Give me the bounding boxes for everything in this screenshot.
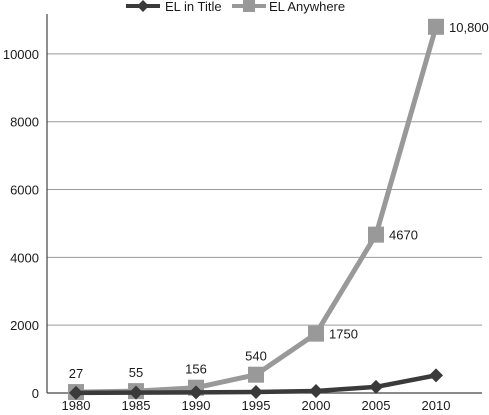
x-tick-label: 1980 bbox=[62, 398, 91, 413]
axes: 0 2000 4000 6000 8000 10000 1980 1985 1990 1995 20… bbox=[3, 14, 482, 413]
series-line-el-anywhere bbox=[75, 26, 439, 395]
x-tick-label: 2010 bbox=[422, 398, 451, 413]
x-tick-label: 1990 bbox=[182, 398, 211, 413]
data-labels: 27 55 156 540 1750 4670 10,800 bbox=[69, 20, 489, 381]
y-tick-label: 6000 bbox=[10, 183, 39, 198]
y-tick-label: 8000 bbox=[10, 115, 39, 130]
el-anywhere-marker bbox=[248, 366, 264, 383]
el-anywhere-marker bbox=[308, 325, 324, 342]
x-tick-label: 2000 bbox=[302, 398, 331, 413]
legend-label: EL Anywhere bbox=[269, 0, 345, 14]
el-anywhere-marker bbox=[428, 18, 444, 35]
el-in-title-marker bbox=[309, 383, 323, 398]
y-tick-label: 2000 bbox=[10, 318, 39, 333]
x-tick-label: 1995 bbox=[242, 398, 271, 413]
legend-diamond-icon bbox=[137, 0, 149, 12]
data-label: 540 bbox=[245, 349, 267, 364]
el-in-title-marker bbox=[369, 379, 383, 394]
el-in-title-marker bbox=[129, 385, 143, 400]
el-in-title-marker bbox=[429, 368, 443, 383]
el-in-title-marker bbox=[69, 385, 83, 400]
data-label: 10,800 bbox=[449, 20, 489, 35]
el-anywhere-marker bbox=[368, 226, 384, 243]
el-in-title-marker bbox=[189, 385, 203, 400]
data-label: 55 bbox=[129, 365, 143, 380]
y-tick-label: 4000 bbox=[10, 250, 39, 265]
data-label: 1750 bbox=[329, 327, 358, 342]
y-tick-label: 0 bbox=[32, 386, 39, 401]
series-group bbox=[68, 18, 444, 401]
data-label: 156 bbox=[185, 362, 207, 377]
el-in-title-marker bbox=[249, 384, 263, 399]
y-tick-label: 10000 bbox=[3, 47, 39, 62]
chart-legend: EL in Title EL Anywhere bbox=[126, 0, 345, 14]
x-tick-label: 2005 bbox=[362, 398, 391, 413]
legend-label: EL in Title bbox=[165, 0, 222, 14]
data-label: 27 bbox=[69, 366, 83, 381]
data-label: 4670 bbox=[389, 228, 418, 243]
x-tick-label: 1985 bbox=[122, 398, 151, 413]
gridlines bbox=[47, 53, 482, 326]
legend-square-icon bbox=[243, 0, 255, 12]
